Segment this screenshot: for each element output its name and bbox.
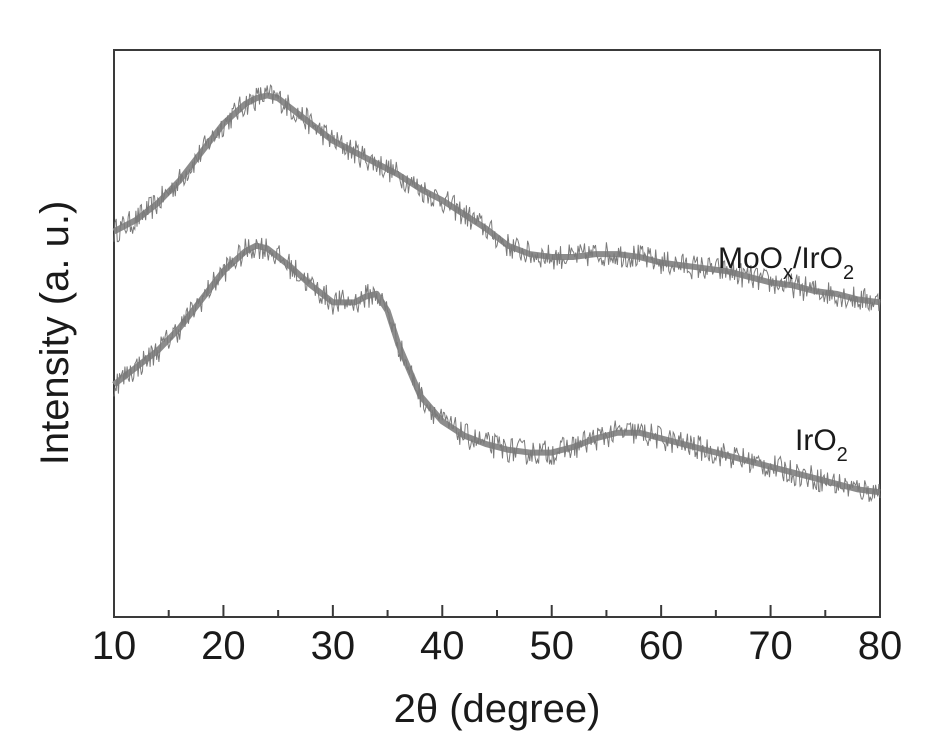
x-tick-label-60: 60 [639, 624, 684, 668]
x-axis-title: 2θ (degree) [394, 687, 601, 731]
series-label-iro2: IrO2 [795, 424, 848, 466]
x-axis-ticks [113, 605, 881, 617]
x-tick-label-20: 20 [201, 624, 246, 668]
x-tick-label-30: 30 [311, 624, 356, 668]
x-tick-label-80: 80 [858, 624, 903, 668]
x-tick-label-50: 50 [529, 624, 574, 668]
series-label-moox-iro2: MoOx/IrO2 [718, 242, 854, 284]
x-axis-tick-labels: 10 20 30 40 50 60 70 80 [92, 624, 903, 668]
y-axis-title: Intensity (a. u.) [33, 201, 77, 466]
x-tick-label-70: 70 [748, 624, 793, 668]
x-tick-label-10: 10 [92, 624, 137, 668]
series-noise-iro2 [113, 237, 881, 503]
x-tick-label-40: 40 [420, 624, 465, 668]
series-noise-moox-iro2 [113, 84, 881, 312]
plot-frame [113, 49, 881, 618]
series-lines [112, 84, 881, 503]
